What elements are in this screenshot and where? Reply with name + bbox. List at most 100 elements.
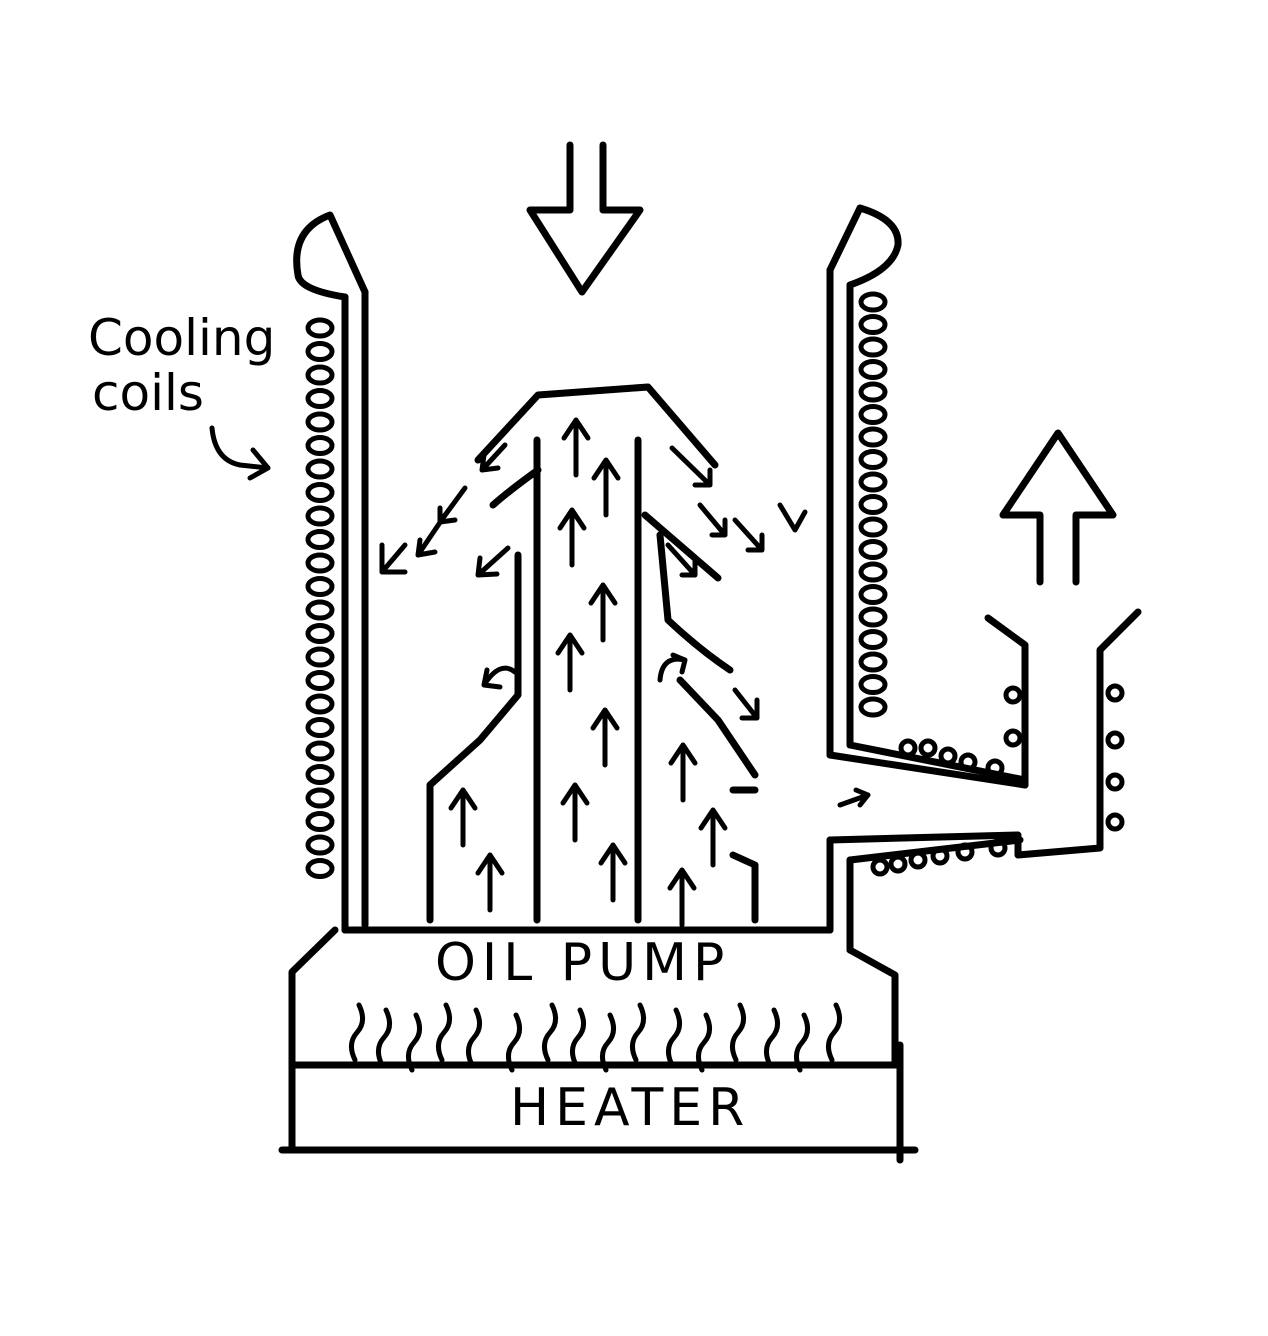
cooling-coils-label-line1: Cooling bbox=[88, 309, 275, 367]
left-chamber-wall bbox=[293, 211, 369, 934]
coil-loop bbox=[858, 561, 888, 583]
coil-loop bbox=[908, 850, 928, 870]
coil-loop bbox=[305, 552, 335, 574]
heat-wave bbox=[349, 1002, 365, 1063]
coil-loop bbox=[888, 854, 908, 874]
coil-loop bbox=[858, 516, 888, 538]
coil-loop bbox=[305, 623, 335, 644]
up-arrow bbox=[591, 457, 621, 518]
up-arrow bbox=[555, 632, 585, 693]
coil-loop bbox=[988, 838, 1008, 858]
coil-loop bbox=[918, 738, 938, 758]
up-arrow bbox=[561, 417, 591, 478]
coil-loop bbox=[305, 670, 335, 691]
coil-loop bbox=[858, 291, 888, 313]
up-arrow bbox=[667, 867, 697, 928]
coil-loop bbox=[305, 435, 335, 456]
coil-loop bbox=[305, 599, 335, 621]
coil-loop bbox=[305, 458, 335, 480]
coil-loop bbox=[305, 717, 335, 738]
coil-loop bbox=[858, 494, 888, 515]
heat-wave bbox=[730, 1002, 746, 1063]
coil-loop bbox=[305, 811, 335, 832]
up-arrow bbox=[557, 507, 587, 568]
coil-loop bbox=[305, 787, 335, 809]
coil-loop bbox=[1105, 683, 1125, 703]
coil-loop bbox=[985, 758, 1005, 778]
heat-wave bbox=[764, 1007, 780, 1068]
coil-loop bbox=[858, 336, 888, 358]
coil-loop bbox=[858, 629, 888, 650]
coil-loop bbox=[858, 539, 888, 560]
up-arrow bbox=[588, 582, 618, 643]
heater-block bbox=[278, 1041, 919, 1164]
coil-loop bbox=[305, 834, 335, 856]
left-cooling-coils bbox=[305, 317, 335, 879]
coil-loop bbox=[898, 738, 918, 758]
heat-wave bbox=[506, 1012, 522, 1073]
up-arrow bbox=[448, 787, 478, 848]
heat-wave bbox=[666, 1007, 682, 1068]
heat-waves bbox=[349, 1002, 842, 1073]
coil-loop bbox=[858, 426, 888, 448]
coil-loop bbox=[858, 584, 888, 605]
coil-loop bbox=[858, 696, 888, 718]
vapour-arrows-up bbox=[448, 417, 728, 928]
coil-loop bbox=[305, 482, 335, 503]
outlet-arrow bbox=[999, 429, 1117, 586]
coil-loop bbox=[305, 341, 335, 362]
coil-loop bbox=[955, 842, 975, 862]
coil-loop bbox=[858, 359, 888, 380]
heat-wave bbox=[466, 1007, 482, 1068]
coil-loop bbox=[858, 651, 888, 673]
coil-loop bbox=[930, 846, 950, 866]
coil-loop bbox=[1105, 812, 1125, 832]
coil-loop bbox=[1003, 685, 1023, 705]
coil-loop bbox=[305, 388, 335, 409]
coil-loop bbox=[858, 449, 888, 470]
cooling-coils-label-line2: coils bbox=[92, 364, 204, 422]
coil-loop bbox=[870, 857, 890, 877]
heat-wave bbox=[406, 1012, 422, 1073]
coil-loop bbox=[305, 317, 335, 339]
heat-wave bbox=[570, 1007, 586, 1068]
coil-loop bbox=[858, 471, 888, 493]
up-arrow bbox=[560, 782, 590, 843]
up-arrow bbox=[698, 807, 728, 868]
coil-loop bbox=[858, 674, 888, 695]
heat-wave bbox=[794, 1012, 810, 1073]
coil-loop bbox=[305, 411, 335, 433]
inlet-arrow bbox=[526, 141, 644, 296]
coil-loop bbox=[858, 314, 888, 335]
coil-loop bbox=[858, 381, 888, 403]
coil-loop bbox=[305, 505, 335, 527]
heat-wave bbox=[376, 1007, 392, 1068]
up-arrow bbox=[590, 707, 620, 768]
coil-loop bbox=[958, 752, 978, 772]
coil-loop bbox=[305, 576, 335, 597]
coil-loop bbox=[1003, 728, 1023, 748]
oil-pump-label: OIL PUMP bbox=[435, 933, 730, 993]
heat-wave bbox=[542, 1002, 558, 1063]
coil-loop bbox=[938, 746, 958, 766]
coil-loop bbox=[858, 404, 888, 425]
coil-loop bbox=[305, 858, 335, 879]
coil-loop bbox=[305, 646, 335, 668]
coil-loop bbox=[1105, 730, 1125, 750]
right-chamber-wall bbox=[826, 204, 902, 954]
jet-assembly bbox=[426, 383, 759, 924]
vapour-arrows-down bbox=[379, 442, 871, 808]
heat-wave bbox=[826, 1002, 842, 1063]
heat-wave bbox=[436, 1002, 452, 1063]
coil-loop bbox=[305, 364, 335, 386]
duct-cooling-coils bbox=[870, 683, 1125, 877]
up-arrow bbox=[598, 842, 628, 903]
coil-loop bbox=[305, 529, 335, 550]
cooling-coils-pointer-arrow bbox=[209, 425, 271, 481]
coil-loop bbox=[858, 606, 888, 628]
heat-wave bbox=[630, 1002, 646, 1063]
right-cooling-coils bbox=[858, 291, 888, 718]
coil-loop bbox=[305, 693, 335, 715]
up-arrow bbox=[668, 742, 698, 803]
